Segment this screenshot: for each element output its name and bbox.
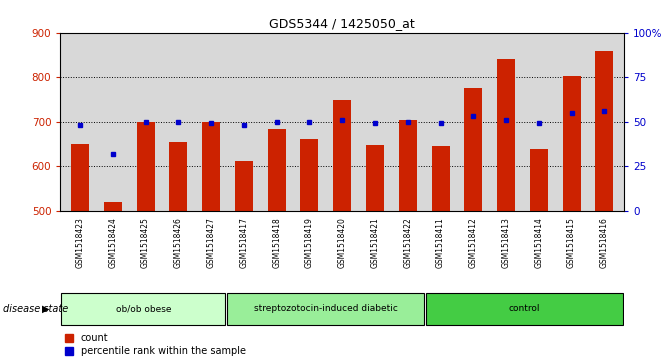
Text: ob/ob obese: ob/ob obese bbox=[115, 304, 171, 313]
Bar bbox=[562, 76, 580, 211]
Text: streptozotocin-induced diabetic: streptozotocin-induced diabetic bbox=[254, 304, 398, 313]
Bar bbox=[431, 146, 450, 211]
Bar bbox=[399, 120, 417, 211]
Text: GSM1518421: GSM1518421 bbox=[370, 217, 380, 268]
Text: GSM1518419: GSM1518419 bbox=[305, 217, 314, 268]
Bar bbox=[464, 88, 482, 211]
Text: GSM1518414: GSM1518414 bbox=[534, 217, 544, 268]
Bar bbox=[268, 129, 286, 211]
Bar bbox=[301, 139, 319, 211]
FancyBboxPatch shape bbox=[61, 293, 225, 325]
Text: GSM1518418: GSM1518418 bbox=[272, 217, 281, 268]
Title: GDS5344 / 1425050_at: GDS5344 / 1425050_at bbox=[269, 17, 415, 30]
Legend: count, percentile rank within the sample: count, percentile rank within the sample bbox=[65, 333, 246, 356]
Text: GSM1518425: GSM1518425 bbox=[141, 217, 150, 268]
Bar bbox=[71, 144, 89, 211]
Text: GSM1518423: GSM1518423 bbox=[76, 217, 85, 268]
Bar bbox=[137, 122, 154, 211]
Bar bbox=[169, 142, 187, 211]
Text: GSM1518411: GSM1518411 bbox=[436, 217, 445, 268]
Text: GSM1518426: GSM1518426 bbox=[174, 217, 183, 268]
Text: GSM1518415: GSM1518415 bbox=[567, 217, 576, 268]
Text: GSM1518412: GSM1518412 bbox=[469, 217, 478, 268]
Bar bbox=[333, 100, 351, 211]
Text: ▶: ▶ bbox=[42, 303, 50, 314]
Text: GSM1518417: GSM1518417 bbox=[240, 217, 248, 268]
Bar bbox=[202, 122, 220, 211]
FancyBboxPatch shape bbox=[227, 293, 424, 325]
Text: GSM1518420: GSM1518420 bbox=[338, 217, 347, 268]
Text: GSM1518427: GSM1518427 bbox=[207, 217, 215, 268]
Bar bbox=[235, 161, 253, 211]
Bar bbox=[595, 51, 613, 211]
Text: control: control bbox=[509, 304, 540, 313]
Text: GSM1518413: GSM1518413 bbox=[501, 217, 511, 268]
FancyBboxPatch shape bbox=[426, 293, 623, 325]
Bar bbox=[530, 149, 548, 211]
Bar bbox=[104, 202, 122, 211]
Text: GSM1518416: GSM1518416 bbox=[600, 217, 609, 268]
Bar bbox=[366, 145, 384, 211]
Text: GSM1518422: GSM1518422 bbox=[403, 217, 412, 268]
Text: GSM1518424: GSM1518424 bbox=[108, 217, 117, 268]
Text: disease state: disease state bbox=[3, 303, 68, 314]
Bar bbox=[497, 59, 515, 211]
